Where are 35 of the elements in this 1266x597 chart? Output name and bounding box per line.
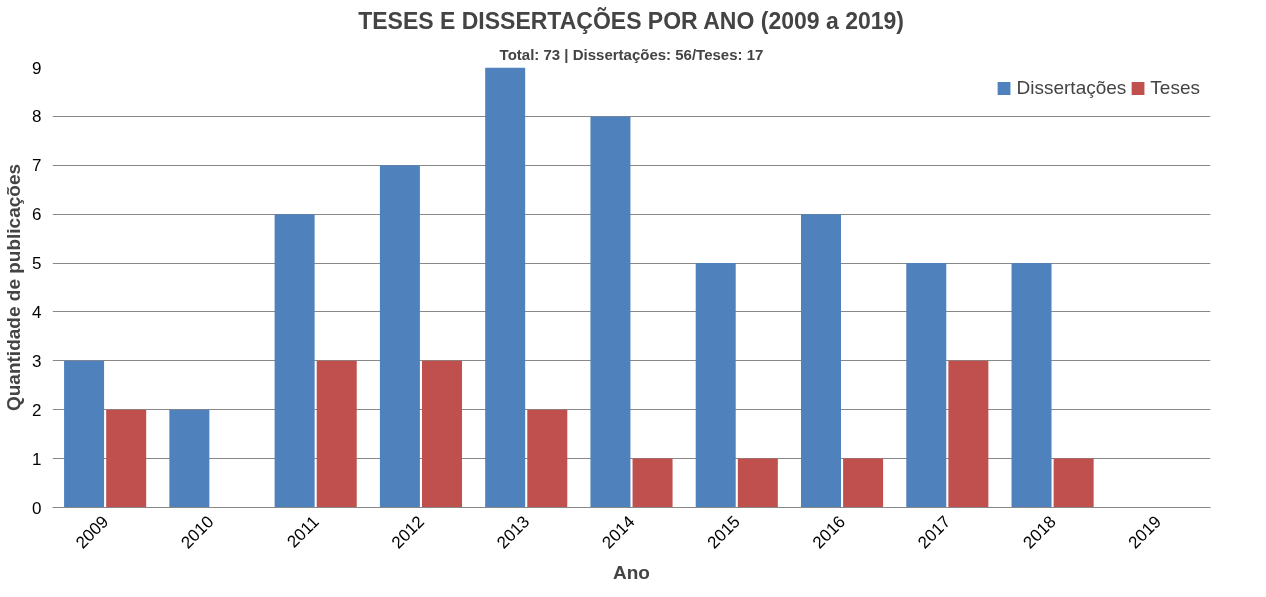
legend-label: Teses	[1150, 77, 1200, 99]
y-tick-label: 0	[32, 498, 42, 518]
bar	[316, 360, 357, 508]
y-tick-label: 4	[32, 302, 42, 322]
chart-subtitle: Total: 73 | Dissertações: 56/Teses: 17	[499, 45, 764, 63]
y-tick-label: 6	[32, 205, 42, 225]
bar	[527, 409, 568, 508]
bar	[695, 263, 736, 508]
bar	[632, 458, 673, 508]
legend-label: Dissertações	[1016, 77, 1127, 99]
bar	[906, 263, 947, 508]
bar	[106, 409, 147, 508]
y-tick-label: 8	[32, 107, 42, 127]
y-tick-label: 9	[32, 58, 42, 78]
bar	[948, 360, 989, 508]
y-tick-label: 5	[32, 254, 42, 274]
bar	[1011, 263, 1052, 508]
bar	[274, 214, 315, 508]
y-axis-title: Quantidade de publicações	[3, 163, 25, 412]
y-tick-label: 3	[32, 351, 42, 371]
bar	[379, 165, 420, 508]
bar	[1053, 458, 1094, 508]
bar	[590, 116, 631, 508]
y-tick-label: 7	[32, 156, 42, 176]
bar	[422, 360, 463, 508]
y-tick-label: 2	[32, 400, 42, 420]
bar	[64, 360, 105, 508]
bar	[169, 409, 210, 508]
y-tick-label: 1	[32, 449, 42, 469]
bar	[800, 214, 841, 508]
bar	[737, 458, 778, 508]
bar	[485, 67, 526, 508]
bar	[843, 458, 884, 508]
x-axis-title: Ano	[613, 561, 650, 583]
chart-title: TESES E DISSERTAÇÕES POR ANO (2009 a 2019)	[358, 6, 904, 34]
